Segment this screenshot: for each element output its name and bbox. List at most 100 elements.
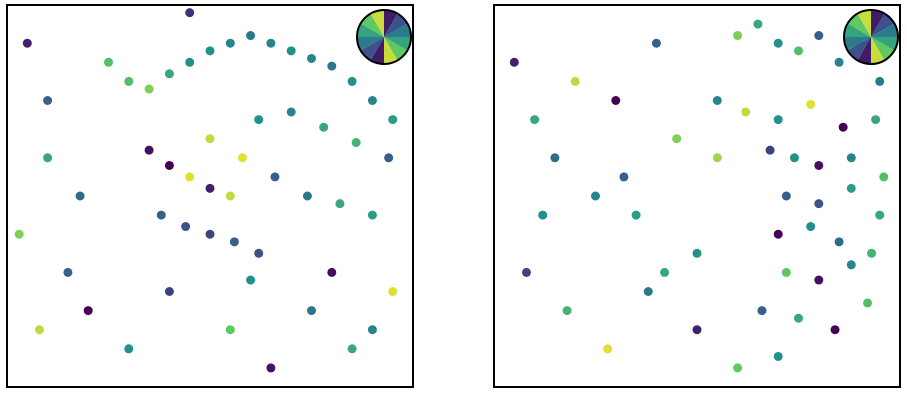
particle xyxy=(144,84,154,94)
particle xyxy=(538,210,548,220)
particle xyxy=(43,153,53,163)
particle xyxy=(307,306,316,316)
particle xyxy=(266,363,276,373)
particle xyxy=(712,153,722,163)
particle xyxy=(185,8,195,18)
particle xyxy=(347,344,357,354)
particle xyxy=(875,76,885,86)
wheel-sector xyxy=(357,23,384,37)
particle xyxy=(789,153,799,163)
particle xyxy=(733,363,743,373)
wheel-rim xyxy=(356,9,412,65)
wheel-sector xyxy=(370,10,384,37)
particle xyxy=(205,183,215,193)
wheel-sector xyxy=(857,10,871,37)
wheel-sector xyxy=(871,13,895,38)
particle xyxy=(570,76,580,86)
wheel-sector xyxy=(384,37,408,61)
wheel-sector xyxy=(844,37,871,51)
particle xyxy=(63,267,73,277)
particle xyxy=(631,210,641,220)
particle xyxy=(14,229,24,239)
particle xyxy=(164,287,174,296)
particle xyxy=(692,248,702,258)
particle xyxy=(846,260,856,270)
particle xyxy=(591,191,600,201)
wheel-sector xyxy=(857,37,871,64)
particle xyxy=(367,210,377,220)
wheel-sector xyxy=(871,37,895,61)
particle xyxy=(550,153,560,163)
particle xyxy=(879,172,889,182)
particle xyxy=(225,325,235,335)
particle xyxy=(830,325,840,335)
particle xyxy=(875,210,885,220)
particle xyxy=(867,248,877,258)
particle xyxy=(367,96,377,105)
particle xyxy=(246,31,256,41)
wheel-sector xyxy=(357,37,384,51)
wheel-sector xyxy=(384,10,398,37)
wheel-sector xyxy=(844,23,871,37)
particle xyxy=(603,344,613,354)
particle xyxy=(611,96,621,105)
particle xyxy=(753,19,763,29)
particle xyxy=(347,76,357,86)
particle xyxy=(124,344,134,354)
particle xyxy=(124,76,134,86)
particle xyxy=(814,275,824,285)
particle xyxy=(712,96,722,105)
particle xyxy=(286,107,296,117)
particle xyxy=(225,191,235,201)
particle xyxy=(773,229,783,239)
particle xyxy=(302,191,312,201)
particle xyxy=(863,298,873,308)
panel-frame xyxy=(6,4,414,388)
particle xyxy=(733,31,743,41)
particle xyxy=(834,57,844,67)
panel-frame xyxy=(493,4,901,388)
particle xyxy=(838,122,848,132)
particle xyxy=(327,267,337,277)
particle xyxy=(335,199,345,209)
particle xyxy=(773,115,783,125)
particle xyxy=(794,313,803,323)
particle xyxy=(806,99,816,109)
particle xyxy=(814,160,824,170)
wheel-sector xyxy=(871,10,885,37)
color-wheel xyxy=(843,9,899,65)
dots xyxy=(14,8,398,373)
wheel-sector xyxy=(360,37,384,61)
particle xyxy=(205,134,215,144)
particle xyxy=(34,325,44,335)
wheel-sector xyxy=(871,23,898,37)
wheel-sector xyxy=(384,23,411,37)
particle xyxy=(388,287,398,296)
particle xyxy=(773,38,783,48)
particle xyxy=(181,222,191,232)
particle xyxy=(530,115,540,125)
particle xyxy=(741,107,751,117)
particle xyxy=(765,145,775,155)
panel xyxy=(493,4,901,388)
particle xyxy=(164,69,174,79)
particle xyxy=(773,351,783,361)
particle xyxy=(692,325,702,335)
particle xyxy=(757,306,767,316)
particle xyxy=(651,38,661,48)
wheel-sector xyxy=(384,37,411,51)
particle xyxy=(351,138,361,148)
particle xyxy=(846,183,856,193)
particle xyxy=(104,57,113,67)
wheel-sector xyxy=(384,13,408,38)
color-wheel xyxy=(356,9,412,65)
wheel-sector xyxy=(847,37,871,61)
particle xyxy=(205,46,215,56)
wheel-sector xyxy=(360,13,384,38)
wheel-rim xyxy=(843,9,899,65)
particle xyxy=(846,153,856,163)
particle xyxy=(814,31,824,41)
particle xyxy=(229,237,239,247)
particle xyxy=(75,191,85,201)
particle xyxy=(185,172,195,182)
